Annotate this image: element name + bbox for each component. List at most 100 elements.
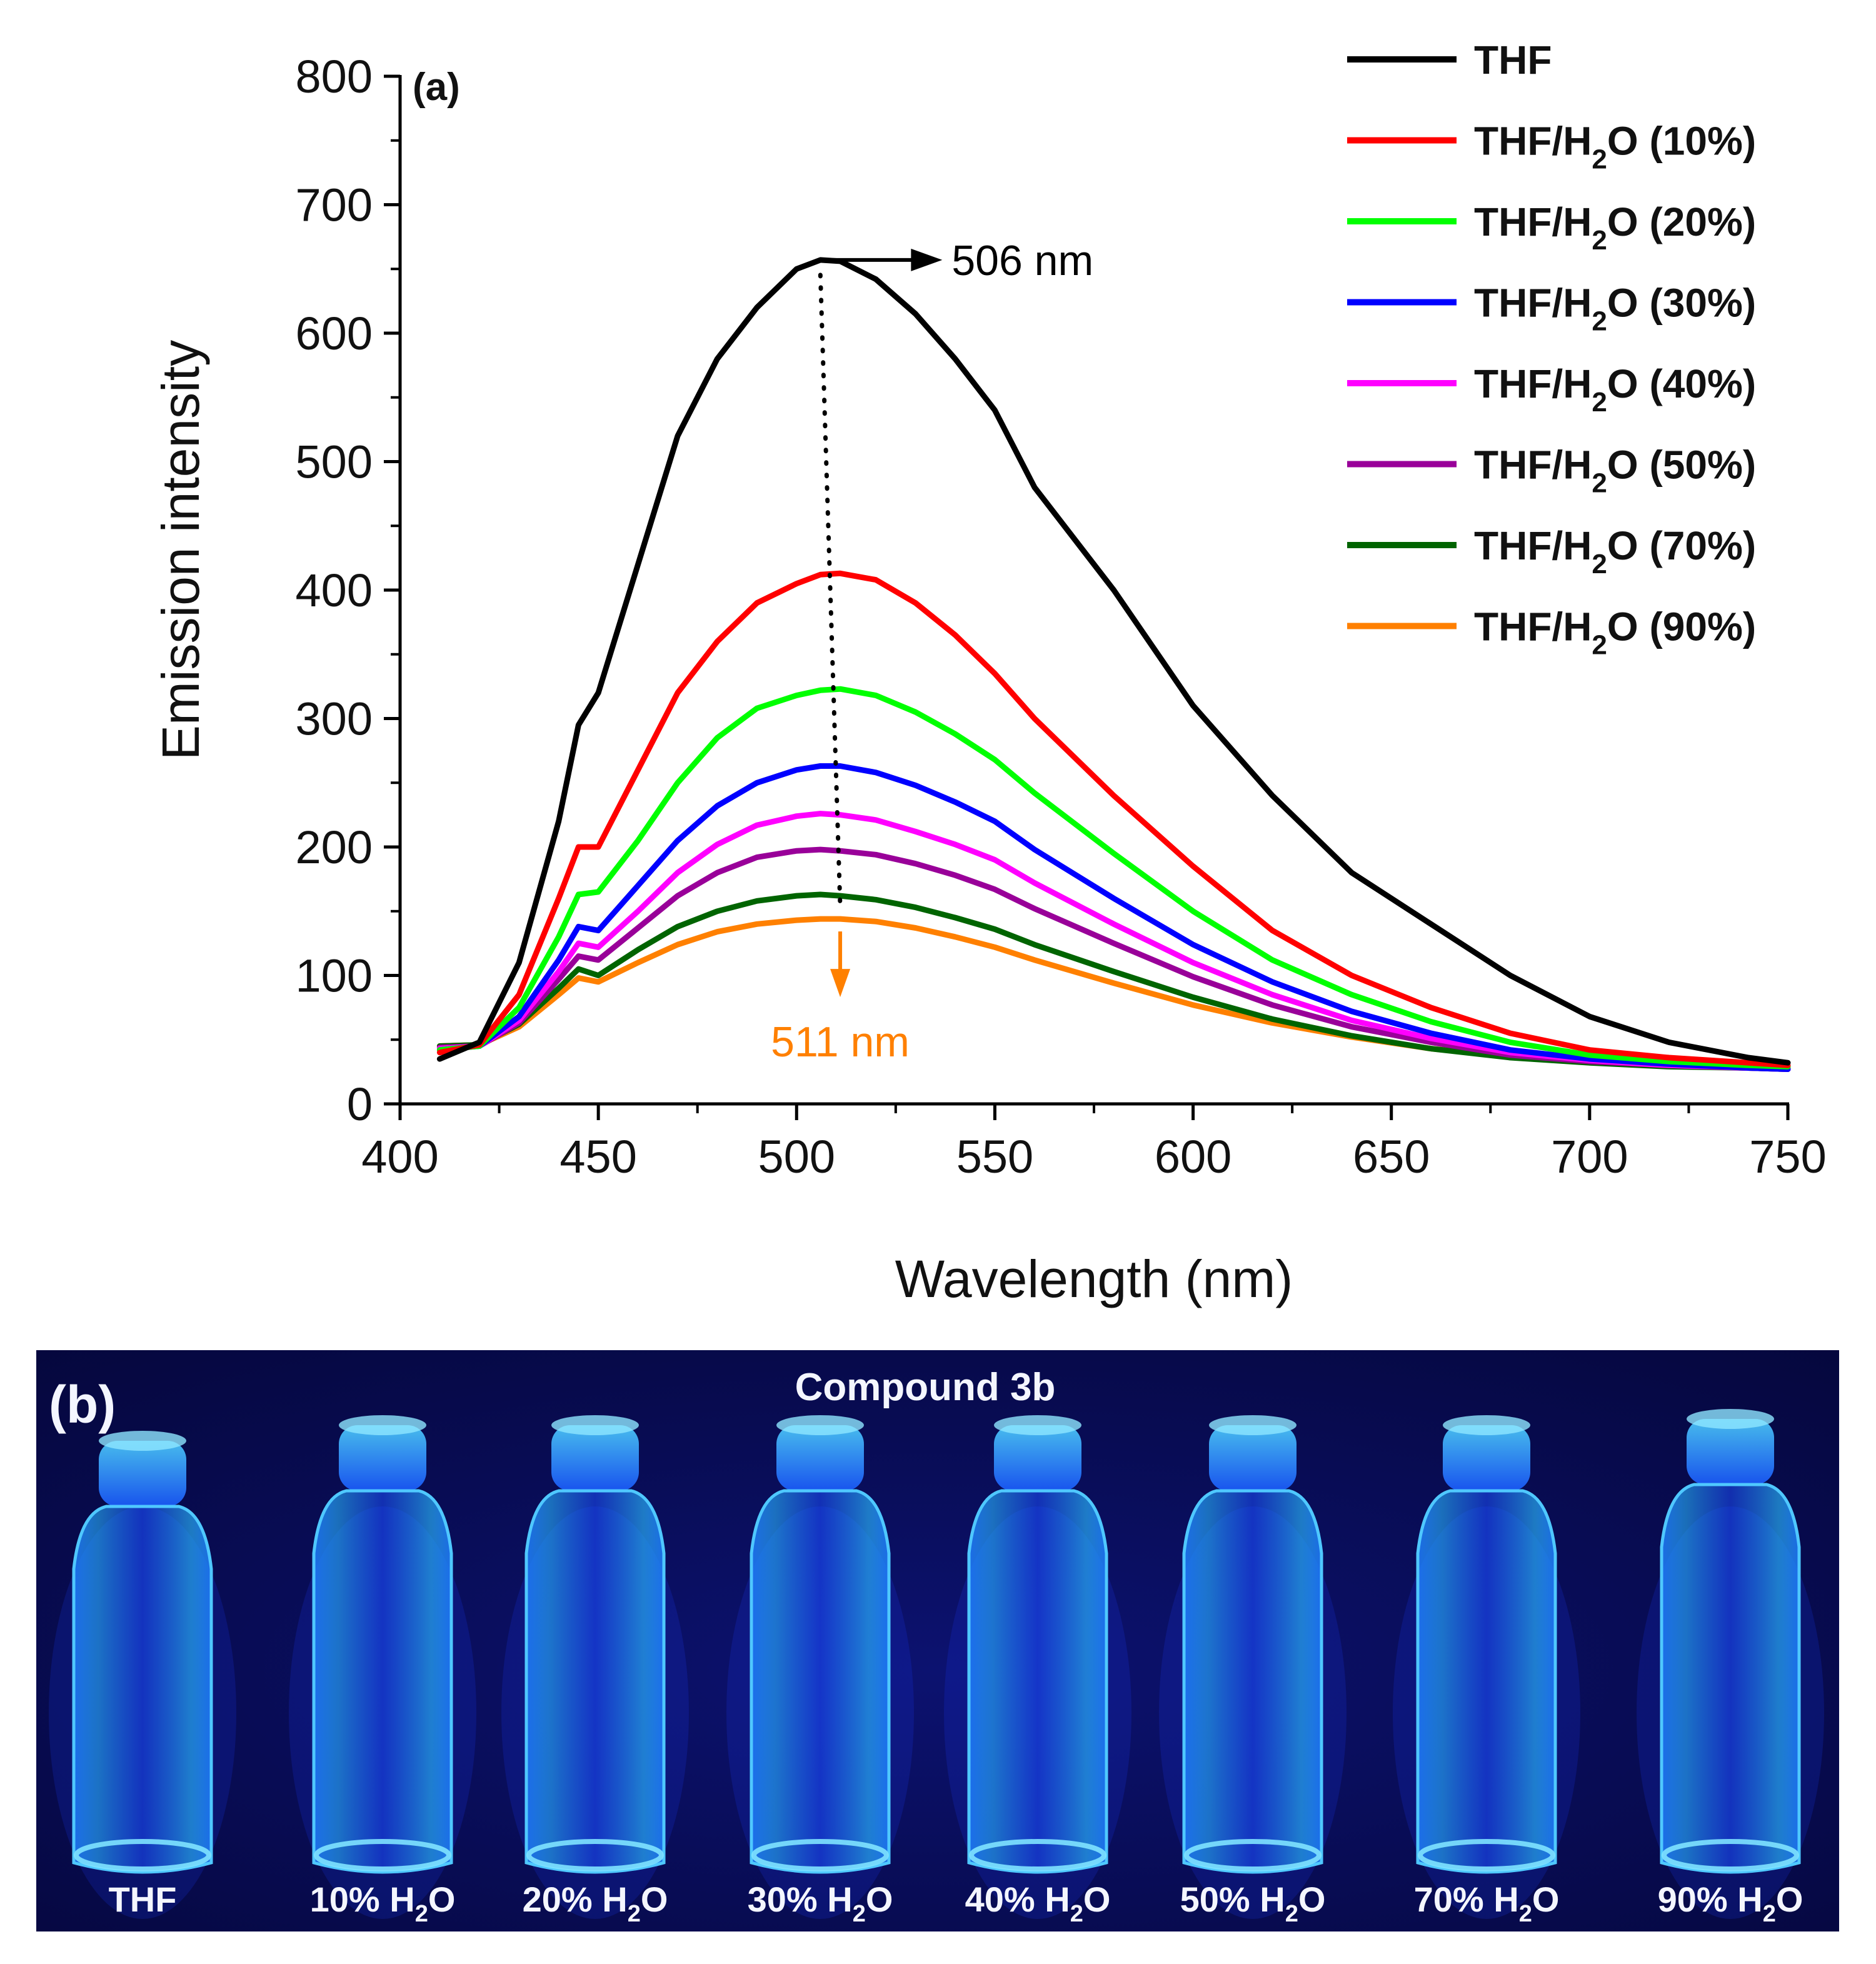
y-tick-label: 700 bbox=[296, 179, 373, 231]
y-tick-label: 100 bbox=[296, 950, 373, 1002]
annotation-506nm: 506 nm bbox=[833, 237, 1093, 284]
vial-body bbox=[967, 1489, 1108, 1874]
spectrum-curves bbox=[436, 257, 1791, 1072]
vial-label: 10% H2O bbox=[310, 1880, 456, 1927]
vial-base-ring bbox=[751, 1839, 889, 1871]
series-line-2 bbox=[436, 686, 1791, 1070]
x-tick-label: 600 bbox=[1155, 1131, 1231, 1183]
x-axis-title: Wavelength (nm) bbox=[895, 1250, 1293, 1308]
vial-label: 30% H2O bbox=[748, 1880, 893, 1927]
vial-neck bbox=[1443, 1425, 1530, 1491]
vial-body bbox=[524, 1489, 666, 1874]
y-tick-label: 300 bbox=[296, 693, 373, 745]
vial-neck bbox=[551, 1425, 639, 1491]
legend-label: THF/H2O (20%) bbox=[1474, 199, 1756, 256]
vial-body bbox=[750, 1489, 891, 1874]
annotation-506nm-text: 506 nm bbox=[951, 237, 1093, 284]
vial-rim bbox=[339, 1415, 426, 1435]
arrow-511nm-head bbox=[830, 969, 851, 998]
vial-base-ring bbox=[969, 1839, 1106, 1871]
legend-label: THF bbox=[1474, 38, 1552, 83]
vial-rim bbox=[1687, 1409, 1774, 1429]
vial-base-ring bbox=[526, 1839, 664, 1871]
tick-labels: 400 450 500 550 600 650 700 750 0 100 200 300 400 500… bbox=[296, 51, 1827, 1183]
vial-neck bbox=[994, 1425, 1081, 1491]
x-tick-label: 700 bbox=[1551, 1131, 1628, 1183]
series-line-6 bbox=[436, 891, 1791, 1072]
vial-body bbox=[1660, 1483, 1801, 1874]
vial-neck bbox=[99, 1441, 186, 1506]
y-tick-label: 0 bbox=[347, 1078, 373, 1130]
vial-label: THF bbox=[109, 1880, 177, 1919]
legend-label: THF/H2O (30%) bbox=[1474, 281, 1756, 337]
emission-chart: (a) 506 nm 511 nm 400 450 500 550 600 650 700 7… bbox=[151, 38, 1827, 1308]
photo-title: Compound 3b bbox=[795, 1366, 1056, 1409]
annotation-511nm-text: 511 nm bbox=[771, 1018, 910, 1066]
vial-label: 50% H2O bbox=[1180, 1880, 1326, 1927]
y-tick-label: 800 bbox=[296, 51, 373, 103]
vial-base-ring bbox=[314, 1839, 451, 1871]
vial-rim bbox=[994, 1415, 1081, 1435]
panel-a-label: (a) bbox=[413, 66, 460, 109]
x-tick-label: 550 bbox=[956, 1131, 1033, 1183]
x-tick-label: 750 bbox=[1749, 1131, 1826, 1183]
vial-4: 30% H2O bbox=[726, 1415, 914, 1927]
x-tick-label: 500 bbox=[758, 1131, 835, 1183]
series-line-1 bbox=[436, 570, 1791, 1068]
peak-shift-dotted-line bbox=[818, 273, 843, 909]
vial-6: 50% H2O bbox=[1159, 1415, 1347, 1927]
vials: THF 10% H2O 20% H2O 30% H2O 40% H2O 50% H2O 70… bbox=[49, 1409, 1824, 1927]
y-tick-label: 600 bbox=[296, 308, 373, 359]
y-tick-label: 200 bbox=[296, 821, 373, 873]
vial-1: THF bbox=[49, 1431, 236, 1919]
vial-neck bbox=[1687, 1419, 1774, 1485]
vial-base-ring bbox=[1184, 1839, 1322, 1871]
y-tick-label: 500 bbox=[296, 436, 373, 488]
vial-neck bbox=[339, 1425, 426, 1491]
vial-body bbox=[72, 1505, 213, 1874]
legend-label: THF/H2O (70%) bbox=[1474, 523, 1756, 579]
y-axis-title: Emission intensity bbox=[151, 340, 210, 760]
legend-label: THF/H2O (90%) bbox=[1474, 604, 1756, 661]
vial-neck bbox=[776, 1425, 864, 1491]
series-line-4 bbox=[436, 811, 1791, 1072]
panel-b-label: (b) bbox=[49, 1375, 116, 1434]
vial-body bbox=[312, 1489, 453, 1874]
vial-base-ring bbox=[1662, 1839, 1799, 1871]
vial-rim bbox=[1443, 1415, 1530, 1435]
vial-base-ring bbox=[1418, 1839, 1555, 1871]
vial-rim bbox=[1209, 1415, 1297, 1435]
vial-rim bbox=[99, 1431, 186, 1451]
legend-label: THF/H2O (50%) bbox=[1474, 443, 1756, 499]
vial-2: 10% H2O bbox=[289, 1415, 476, 1927]
vial-body bbox=[1182, 1489, 1323, 1874]
legend-label: THF/H2O (10%) bbox=[1474, 119, 1756, 175]
x-tick-label: 450 bbox=[559, 1131, 636, 1183]
axes bbox=[384, 74, 1790, 1120]
vial-photo-panel: (b) Compound 3b THF 10% H2O 20% H2O 30% H2O… bbox=[36, 1350, 1839, 1931]
legend-label: THF/H2O (40%) bbox=[1474, 361, 1756, 418]
vial-3: 20% H2O bbox=[501, 1415, 689, 1927]
vial-label: 90% H2O bbox=[1658, 1880, 1803, 1927]
vial-7: 70% H2O bbox=[1393, 1415, 1580, 1927]
vial-5: 40% H2O bbox=[944, 1415, 1131, 1927]
vial-rim bbox=[776, 1415, 864, 1435]
vial-label: 70% H2O bbox=[1414, 1880, 1560, 1927]
vial-neck bbox=[1209, 1425, 1297, 1491]
legend: THF THF/H2O (10%) THF/H2O (20%) THF/H2O (30… bbox=[1347, 38, 1756, 661]
x-tick-label: 650 bbox=[1353, 1131, 1430, 1183]
series-line-0 bbox=[436, 257, 1791, 1066]
vial-8: 90% H2O bbox=[1637, 1409, 1824, 1927]
annotation-511nm: 511 nm bbox=[771, 931, 910, 1066]
series-line-3 bbox=[436, 763, 1791, 1072]
vial-rim bbox=[551, 1415, 639, 1435]
arrow-506nm-head bbox=[911, 248, 943, 271]
y-tick-label: 400 bbox=[296, 564, 373, 616]
vial-base-ring bbox=[74, 1839, 211, 1871]
vial-label: 40% H2O bbox=[965, 1880, 1111, 1927]
vial-label: 20% H2O bbox=[523, 1880, 668, 1927]
series-line-5 bbox=[436, 846, 1791, 1072]
vial-body bbox=[1416, 1489, 1557, 1874]
x-tick-label: 400 bbox=[361, 1131, 438, 1183]
